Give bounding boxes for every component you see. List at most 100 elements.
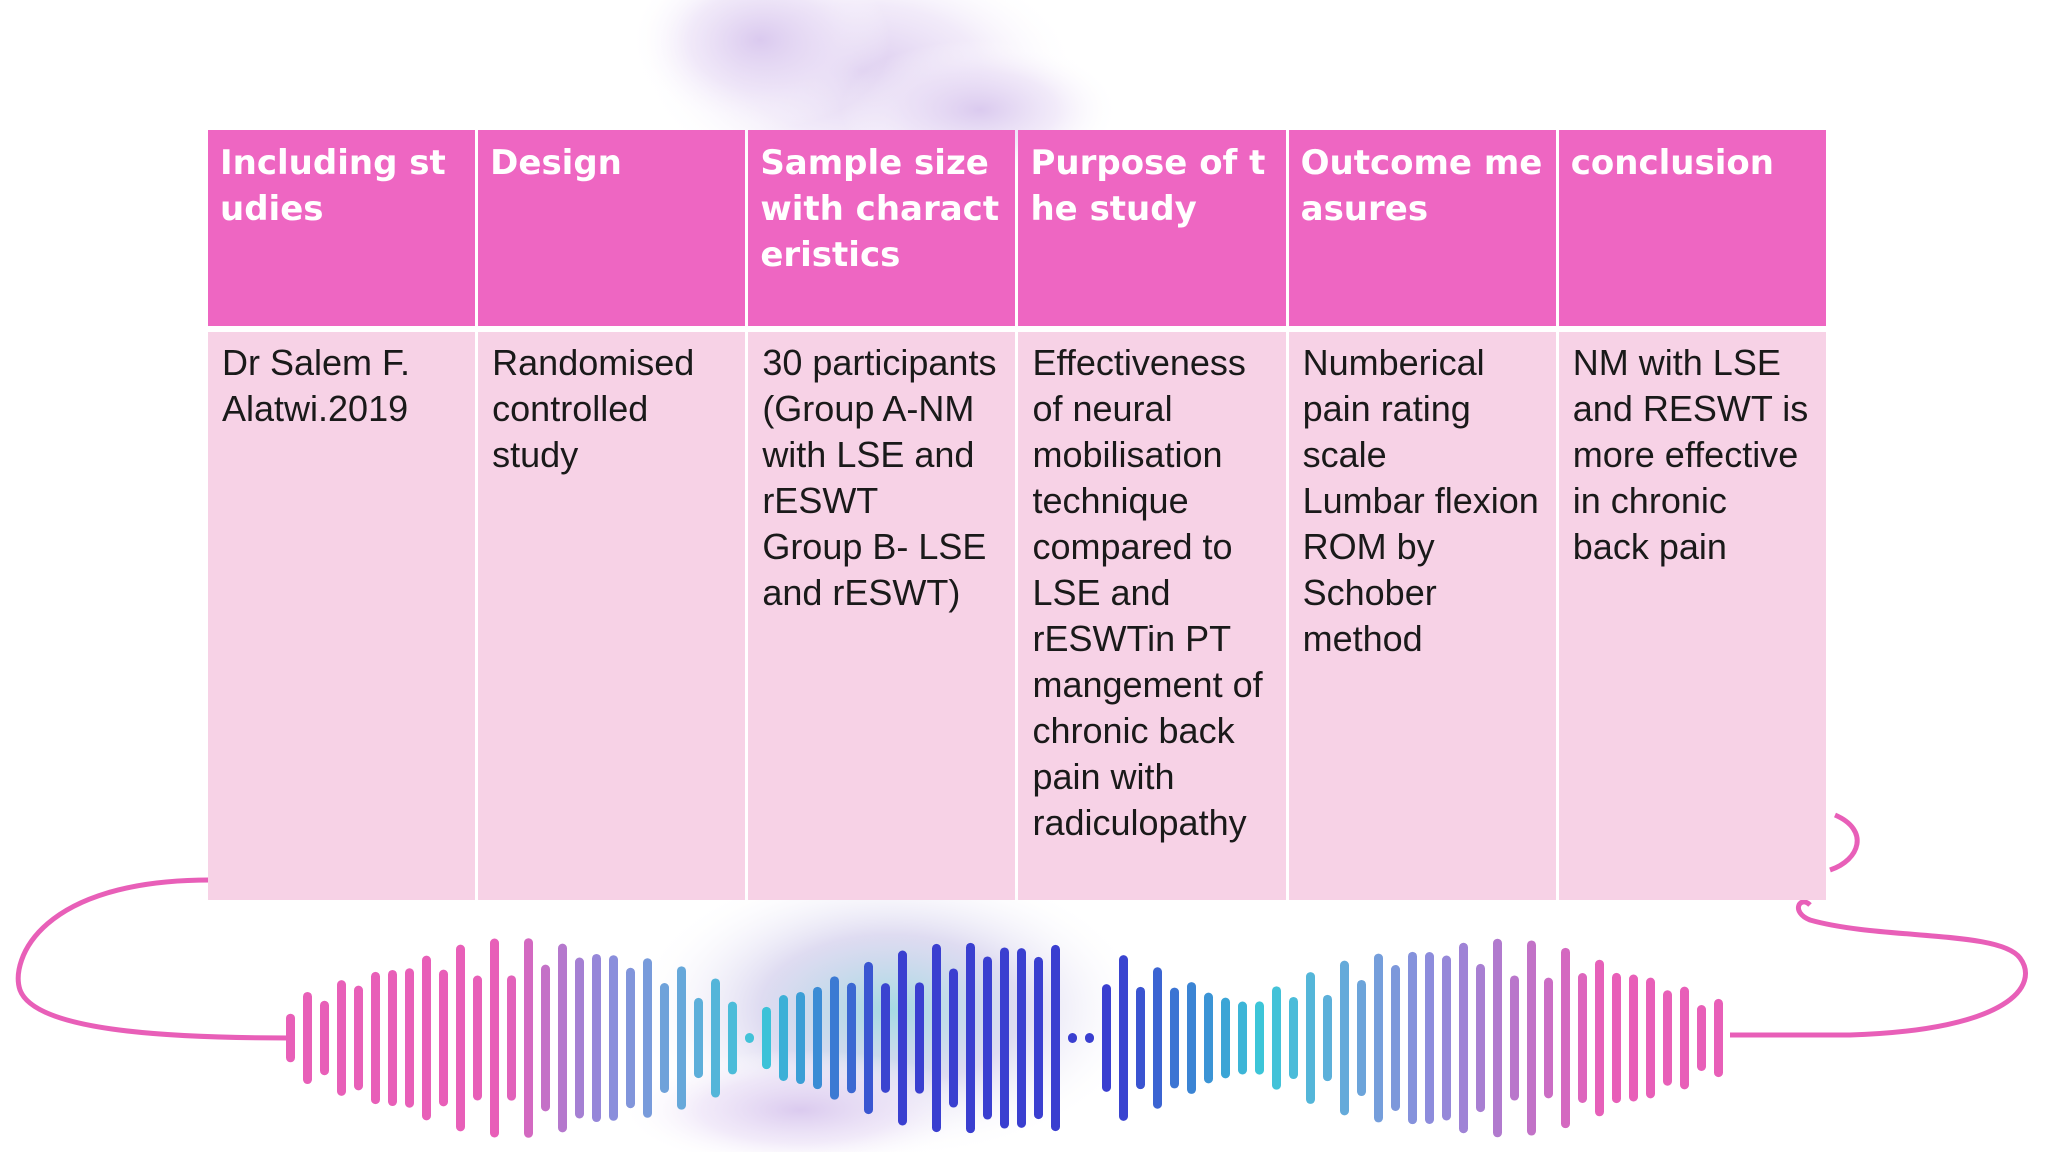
sound-wave-bar — [541, 964, 550, 1112]
sound-wave-bar — [286, 1013, 295, 1063]
sound-wave-bar — [796, 991, 805, 1085]
sound-wave-bar — [677, 966, 686, 1110]
sound-wave-bar — [932, 943, 941, 1133]
sound-wave-bar — [456, 944, 465, 1132]
cell-purpose: Effectiveness of neural mobilisation tec… — [1018, 332, 1286, 900]
sound-wave-bar — [626, 967, 635, 1109]
sound-wave-bar — [813, 986, 822, 1090]
sound-wave-bar — [1068, 1033, 1077, 1043]
sound-wave-bar — [405, 968, 414, 1108]
sound-wave-bar — [1255, 1001, 1264, 1075]
sound-wave-bar — [320, 1000, 329, 1076]
cell-conclusion: NM with LSE and RESWT is more effective … — [1558, 332, 1826, 900]
sound-wave-bar — [371, 971, 380, 1105]
sound-wave-bar — [1000, 947, 1009, 1129]
table-header-row: Including studies Design Sample size wit… — [208, 130, 1826, 332]
sound-wave-bar — [473, 975, 482, 1101]
sound-wave-bar — [1663, 990, 1672, 1086]
sound-wave-bar — [1102, 984, 1111, 1092]
sound-wave-bar — [1323, 994, 1332, 1082]
studies-table: Including studies Design Sample size wit… — [205, 130, 1829, 900]
audio-cable-line — [15, 877, 291, 1041]
sound-wave-bar — [1493, 938, 1502, 1138]
sound-wave-bar — [1374, 953, 1383, 1123]
table-row: Dr Salem F. Alatwi.2019 Randomised contr… — [208, 332, 1826, 900]
sound-wave-bar — [524, 938, 533, 1138]
sound-wave-bar — [660, 983, 669, 1093]
sound-wave-bar — [1306, 972, 1315, 1104]
sound-wave-bar — [1204, 992, 1213, 1084]
sound-wave-bar — [490, 938, 499, 1138]
sound-wave-bar — [694, 997, 703, 1079]
sound-wave-bar — [1391, 965, 1400, 1111]
sound-wave-bar — [1221, 997, 1230, 1079]
sound-wave-bar — [1646, 977, 1655, 1099]
sound-wave-bar — [1357, 979, 1366, 1097]
sound-wave-bar — [1680, 986, 1689, 1090]
sound-wave-bar — [575, 957, 584, 1119]
cell-outcome-measures: Numberical pain rating scale Lumbar flex… — [1288, 332, 1556, 900]
sound-wave-bar — [422, 955, 431, 1121]
sound-wave-bar — [1697, 1005, 1706, 1071]
sound-wave-bar — [609, 955, 618, 1121]
header-including-studies: Including studies — [208, 130, 476, 332]
sound-wave-bar — [1119, 955, 1128, 1121]
sound-wave-bar — [558, 943, 567, 1133]
sound-wave-bar — [1034, 956, 1043, 1120]
sound-wave-bar — [830, 976, 839, 1100]
sound-wave-bar — [1238, 1001, 1247, 1075]
sound-wave-bar — [847, 982, 856, 1094]
sound-wave-bar — [1714, 998, 1723, 1078]
sound-wave-bar — [949, 968, 958, 1108]
sound-wave-bar — [1527, 940, 1536, 1136]
sound-wave-bar — [1136, 986, 1145, 1090]
sound-wave-bar — [1272, 986, 1281, 1090]
sound-wave-bar — [1510, 975, 1519, 1101]
sound-wave-bar — [1544, 977, 1553, 1099]
sound-wave-bar — [1170, 987, 1179, 1089]
audio-cable-hook — [1829, 812, 1860, 873]
sound-wave-bar — [898, 950, 907, 1126]
header-outcome-measures: Outcome measures — [1288, 130, 1556, 332]
sound-wave-bar — [1629, 974, 1638, 1102]
header-design: Design — [478, 130, 746, 332]
sound-wave-bar — [1612, 972, 1621, 1104]
sound-wave-icon — [286, 938, 1723, 1138]
sound-wave-bar — [1187, 982, 1196, 1094]
sound-wave-bar — [1289, 996, 1298, 1080]
sound-wave-bar — [1578, 973, 1587, 1103]
sound-wave-bar — [762, 1006, 771, 1070]
sound-wave-bar — [881, 983, 890, 1093]
sound-wave-bar — [1017, 948, 1026, 1128]
sound-wave-bar — [1425, 952, 1434, 1124]
sound-wave-bar — [643, 958, 652, 1118]
sound-wave-bar — [439, 969, 448, 1107]
sound-wave-bar — [915, 982, 924, 1094]
header-sample-size: Sample size with characteristics — [748, 130, 1016, 332]
sound-wave-bar — [1476, 963, 1485, 1113]
sound-wave-bar — [1408, 951, 1417, 1125]
sound-wave-bar — [507, 975, 516, 1101]
sound-wave-bar — [388, 969, 397, 1107]
sound-wave-bar — [728, 1001, 737, 1075]
sound-wave-bar — [1051, 944, 1060, 1132]
sound-wave-bar — [337, 980, 346, 1096]
sound-wave-bar — [983, 956, 992, 1120]
sound-wave-bar — [1085, 1033, 1094, 1043]
cell-study: Dr Salem F. Alatwi.2019 — [208, 332, 476, 900]
sound-wave-bar — [779, 995, 788, 1081]
sound-wave-bar — [1595, 959, 1604, 1117]
sound-wave-bar — [966, 942, 975, 1134]
cell-design: Randomised controlled study — [478, 332, 746, 900]
sound-wave-bar — [711, 978, 720, 1098]
audio-cable-line-right — [1730, 899, 2028, 1038]
sound-wave-bar — [1153, 967, 1162, 1109]
sound-wave-bar — [864, 961, 873, 1115]
sound-wave-bar — [745, 1033, 754, 1043]
sound-wave-bar — [354, 985, 363, 1091]
header-conclusion: conclusion — [1558, 130, 1826, 332]
sound-wave-bar — [1561, 947, 1570, 1129]
sound-wave-bar — [592, 953, 601, 1123]
sound-wave-bar — [1459, 942, 1468, 1134]
